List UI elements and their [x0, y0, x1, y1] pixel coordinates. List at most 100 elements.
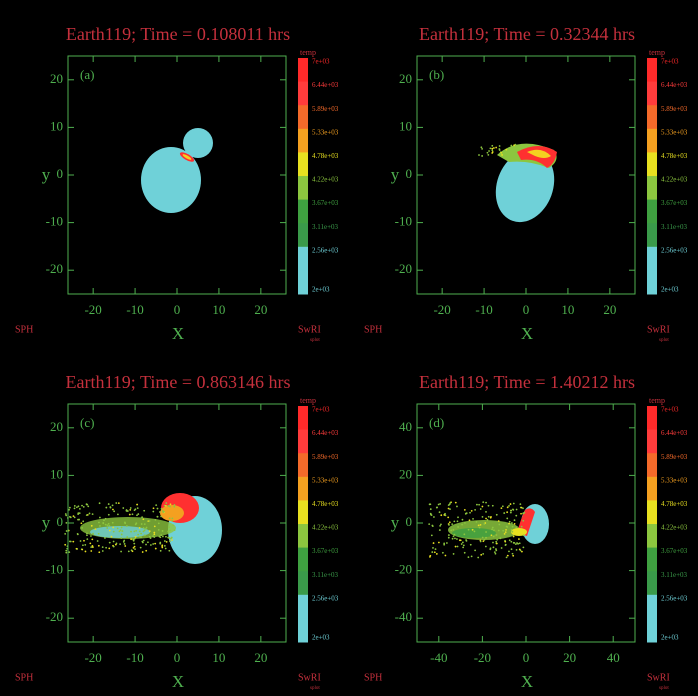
- colorbar-label: 5.89e+03: [312, 105, 339, 113]
- colorbar-segment: [647, 429, 657, 454]
- particle: [436, 506, 438, 509]
- colorbar-label: 5.33e+03: [661, 476, 688, 484]
- particle: [449, 508, 451, 511]
- y-tick-label: 20: [50, 71, 63, 86]
- particle: [428, 523, 431, 525]
- particle: [464, 522, 466, 524]
- particle: [69, 515, 71, 518]
- colorbar-segment: [298, 524, 308, 549]
- particle: [510, 509, 512, 512]
- particle: [111, 504, 114, 507]
- particle: [171, 519, 174, 522]
- particle: [156, 515, 159, 518]
- y-tick-label: -20: [395, 261, 412, 276]
- particle: [447, 534, 450, 536]
- particle: [134, 508, 137, 511]
- particle: [86, 534, 88, 537]
- particle: [91, 538, 94, 541]
- particle: [143, 509, 146, 512]
- colorbar-segment: [298, 547, 308, 572]
- particle: [520, 525, 523, 528]
- particle: [80, 522, 83, 525]
- particle: [461, 518, 464, 521]
- particle: [168, 517, 171, 520]
- right-subnote: splot: [659, 686, 669, 691]
- colorbar-segment: [647, 223, 657, 248]
- particle: [515, 147, 518, 150]
- particle: [120, 533, 123, 536]
- particle: [433, 551, 436, 554]
- particle: [506, 511, 509, 514]
- particle: [495, 534, 498, 536]
- colorbar-label: 3.67e+03: [312, 199, 339, 207]
- colorbar-label: 6.44e+03: [312, 429, 339, 437]
- particle: [168, 549, 171, 552]
- particle: [506, 517, 509, 520]
- x-tick-label: 40: [607, 650, 620, 665]
- particle: [458, 539, 461, 542]
- particle: [480, 146, 483, 149]
- particle: [431, 551, 434, 553]
- particle: [117, 513, 119, 516]
- panel: Earth119; Time = 1.40212 hrs -40 -20 0 20 40 -…: [364, 372, 688, 691]
- particle: [86, 503, 89, 506]
- particle: [81, 548, 84, 551]
- particle: [152, 507, 155, 510]
- particle: [510, 144, 513, 147]
- particle: [112, 508, 114, 511]
- particle: [141, 516, 144, 519]
- particle: [476, 503, 478, 506]
- particle: [120, 526, 123, 529]
- colorbar-label: 3.67e+03: [312, 547, 339, 555]
- x-tick-label: -10: [126, 650, 143, 665]
- particle: [104, 517, 107, 520]
- particle: [84, 543, 87, 546]
- particle: [467, 528, 470, 531]
- colorbar-label: 2e+03: [312, 286, 330, 294]
- particle: [148, 535, 151, 538]
- hot-core: [160, 505, 184, 521]
- particle: [477, 556, 480, 559]
- particle: [498, 149, 501, 151]
- particle: [522, 534, 525, 537]
- particle: [491, 149, 494, 152]
- particle: [108, 529, 111, 532]
- particle: [500, 547, 503, 549]
- particle: [478, 154, 480, 156]
- x-axis-label: X: [172, 672, 184, 691]
- particle: [454, 501, 457, 504]
- particle: [104, 523, 107, 526]
- colorbar-segment: [298, 176, 308, 201]
- particle: [498, 523, 501, 526]
- colorbar-label: 3.11e+03: [661, 223, 688, 231]
- particle: [506, 554, 509, 557]
- particle: [511, 552, 514, 555]
- particle: [107, 503, 110, 505]
- particle: [122, 507, 125, 509]
- particle: [154, 518, 157, 521]
- particle: [161, 530, 164, 532]
- particle: [465, 539, 467, 541]
- particle: [477, 524, 480, 527]
- particle: [488, 150, 490, 152]
- particle: [89, 542, 92, 545]
- colorbar-segment: [647, 152, 657, 177]
- particle: [170, 536, 173, 539]
- particle: [115, 502, 118, 504]
- particle: [437, 541, 440, 544]
- colorbar-segment: [647, 81, 657, 106]
- particle: [167, 530, 170, 533]
- colorbar-segment: [647, 176, 657, 201]
- particle: [515, 514, 518, 517]
- particle: [152, 510, 155, 513]
- particle: [94, 528, 97, 531]
- plot-area: [64, 493, 222, 564]
- particle: [490, 516, 492, 518]
- particle: [479, 523, 482, 526]
- colorbar-segment: [647, 105, 657, 130]
- particle: [437, 503, 440, 506]
- particle: [168, 526, 170, 529]
- particle: [90, 524, 93, 527]
- particle: [523, 511, 526, 514]
- particle: [141, 541, 144, 544]
